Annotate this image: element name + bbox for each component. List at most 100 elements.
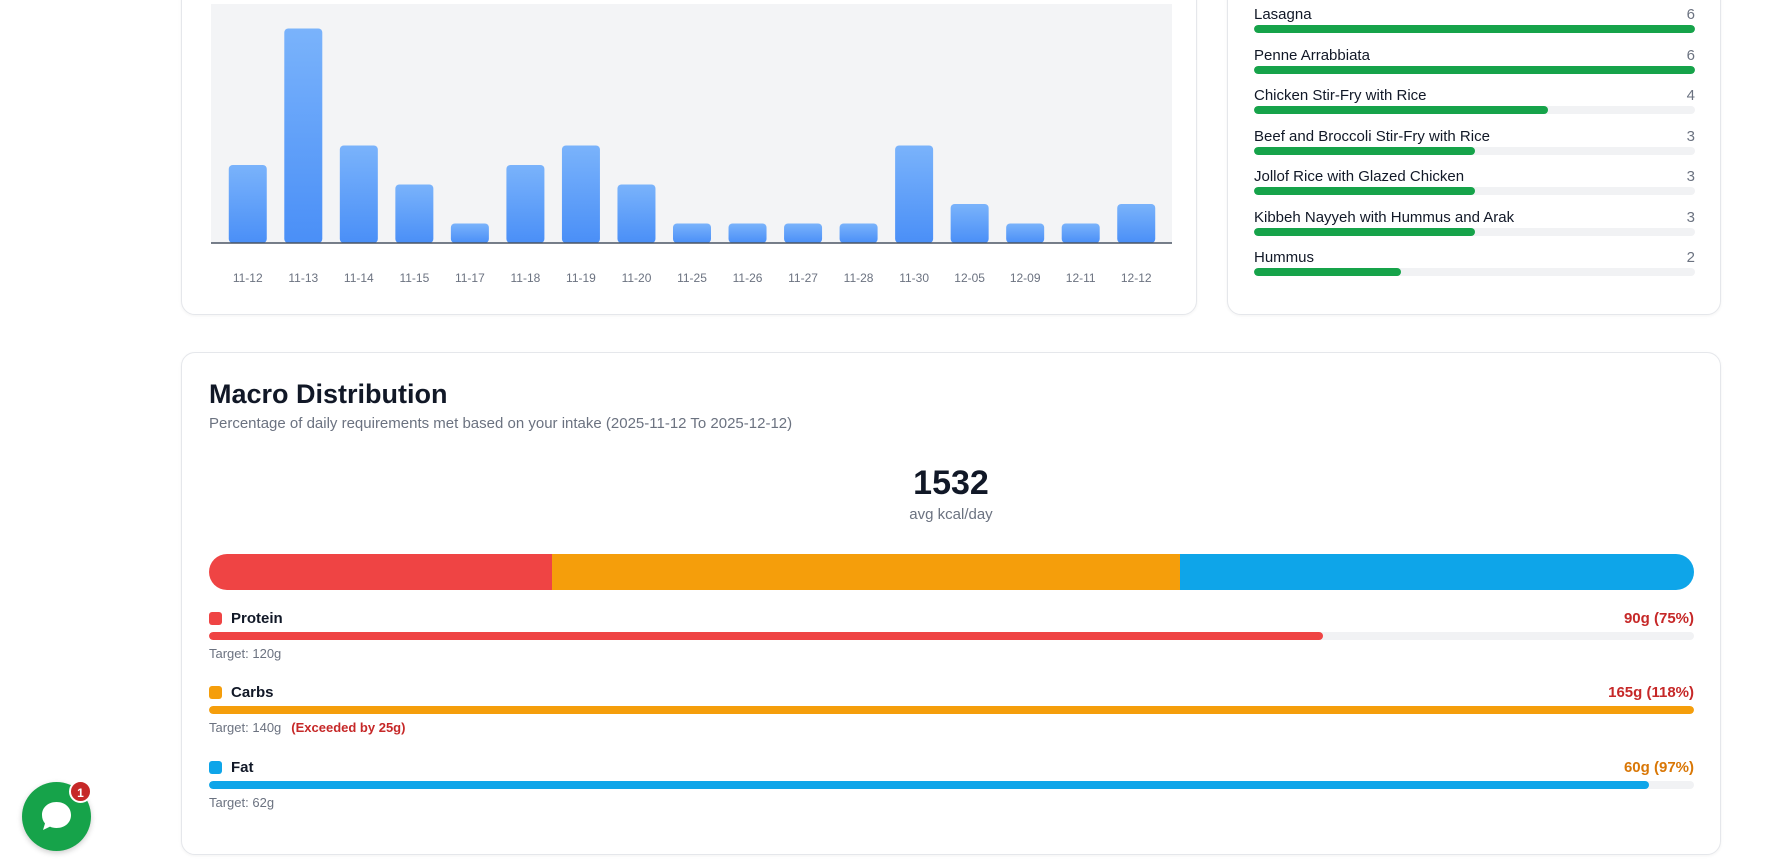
x-tick-label: 12-05 [954,271,985,285]
recipe-bar-fill [1254,25,1695,33]
bar-11-13[interactable] [284,28,323,244]
avg-kcal-value: 1532 [913,464,989,502]
recipe-row: Beef and Broccoli Stir-Fry with Rice 3 [1254,128,1695,155]
carbs-value: 165g (118%) [1608,683,1694,701]
x-tick-label: 11-30 [899,271,929,285]
bar-11-18[interactable] [506,165,545,243]
chat-bubble-icon [42,802,71,830]
bar-11-25[interactable] [673,223,711,244]
recipe-count: 4 [1686,87,1695,104]
x-tick-label: 12-11 [1066,271,1096,285]
bar-12-12[interactable] [1117,204,1156,243]
bar-12-05[interactable] [950,204,989,243]
recipe-name: Beef and Broccoli Stir-Fry with Rice [1254,127,1490,145]
carbs-target: Target: 140g [209,720,282,735]
x-tick-label: 11-17 [455,271,485,285]
avg-kcal-label: avg kcal/day [909,506,993,523]
stack-segment-carbs [552,554,1181,590]
bar-11-30[interactable] [895,145,934,244]
macro-row-fat: Fat 60g (97%) Target: 62g [209,758,1694,810]
bar-11-20[interactable] [617,184,656,244]
protein-progress-fill [209,632,1323,640]
macro-subtitle: Percentage of daily requirements met bas… [209,415,793,432]
carbs-exceeded: (Exceeded by 25g) [291,720,406,735]
x-tick-label: 12-12 [1121,271,1152,285]
x-tick-label: 12-09 [1010,271,1041,285]
recipe-bar-track [1254,227,1695,236]
recipe-count: 3 [1686,127,1695,145]
bar-12-11[interactable] [1061,223,1100,244]
bar-11-12[interactable] [228,165,267,243]
protein-swatch [209,611,222,625]
daily-chart-card: 11-12 11-13 11-14 11-15 11-17 11-18 11-19 11-20… [181,0,1197,315]
bar-11-15[interactable] [395,184,434,244]
x-tick-label: 11-18 [511,271,541,285]
recipe-name: Hummus [1254,249,1315,266]
recipe-name: Jollof Rice with Glazed Chicken [1254,168,1465,185]
carbs-progress-track [209,706,1694,714]
carbs-label: Carbs [231,683,274,701]
x-tick-label: 11-26 [733,271,763,285]
stack-segment-protein [209,554,553,590]
bar-11-17[interactable] [450,223,489,244]
recipe-row: Kibbeh Nayyeh with Hummus and Arak 3 [1254,209,1695,236]
recipe-row: Jollof Rice with Glazed Chicken 3 [1254,168,1695,195]
recipe-bar-track [1254,106,1695,114]
x-tick-label: 11-20 [622,271,652,285]
fat-progress-fill [209,781,1650,789]
bar-11-14[interactable] [339,145,378,244]
x-tick-label: 11-25 [677,271,707,285]
recipe-count: 2 [1686,249,1695,266]
recipe-bar-fill [1254,65,1695,74]
macro-distribution-card: Macro Distribution Percentage of daily r… [181,352,1721,855]
carbs-progress-fill [209,706,1694,714]
x-tick-label: 11-27 [788,271,818,285]
macro-stacked-bar [209,554,1694,590]
protein-label: Protein [231,609,283,627]
recipe-count: 3 [1686,208,1695,226]
protein-target: Target: 120g [209,646,282,661]
recipe-row: Hummus 2 [1254,249,1695,276]
recipe-bar-fill [1254,146,1475,155]
carbs-swatch [209,685,222,699]
macro-title: Macro Distribution [209,379,448,409]
recipe-bar-track [1254,146,1695,155]
recipe-bar-track [1254,268,1695,276]
chat-button[interactable]: 1 [22,780,92,851]
bar-11-28[interactable] [839,223,878,244]
top-recipes-card: Lasagna 6 Penne Arrabbiata 6 Chicken Stir-Fr… [1227,0,1721,315]
x-tick-label: 11-13 [288,271,318,285]
recipe-row: Chicken Stir-Fry with Rice 4 [1254,87,1695,114]
protein-value: 90g (75%) [1623,609,1694,627]
bar-11-19[interactable] [561,145,600,244]
fat-target: Target: 62g [209,795,275,810]
recipe-name: Chicken Stir-Fry with Rice [1254,87,1427,104]
macro-row-carbs: Carbs 165g (118%) Target: 140g (Exceeded … [209,683,1694,735]
recipe-count: 6 [1686,6,1695,23]
x-tick-label: 11-14 [344,271,374,285]
bar-11-26[interactable] [728,223,767,244]
recipe-bar-track [1254,187,1695,195]
macro-row-protein: Protein 90g (75%) Target: 120g [209,609,1694,661]
recipe-name: Penne Arrabbiata [1254,46,1370,64]
recipe-bar-track [1254,65,1695,74]
recipe-count: 3 [1686,168,1695,185]
recipe-bar-fill [1254,187,1475,195]
recipe-bar-fill [1254,268,1401,276]
recipe-row: Lasagna 6 [1254,6,1695,33]
daily-bar-chart: 11-12 11-13 11-14 11-15 11-17 11-18 11-19 11-20… [211,4,1172,285]
notification-badge: 1 [69,780,92,803]
recipe-name: Kibbeh Nayyeh with Hummus and Arak [1254,208,1515,226]
protein-progress-track [209,632,1694,640]
recipe-bar-fill [1254,106,1549,114]
x-tick-label: 11-19 [566,271,596,285]
bar-12-09[interactable] [1006,223,1045,244]
fat-progress-track [209,781,1694,789]
recipe-count: 6 [1686,46,1695,64]
fat-value: 60g (97%) [1623,758,1694,776]
bar-11-27[interactable] [784,223,823,244]
stack-segment-fat [1180,554,1694,590]
fat-swatch [209,760,222,774]
x-tick-label: 11-28 [844,271,874,285]
recipe-row: Penne Arrabbiata 6 [1254,47,1695,74]
